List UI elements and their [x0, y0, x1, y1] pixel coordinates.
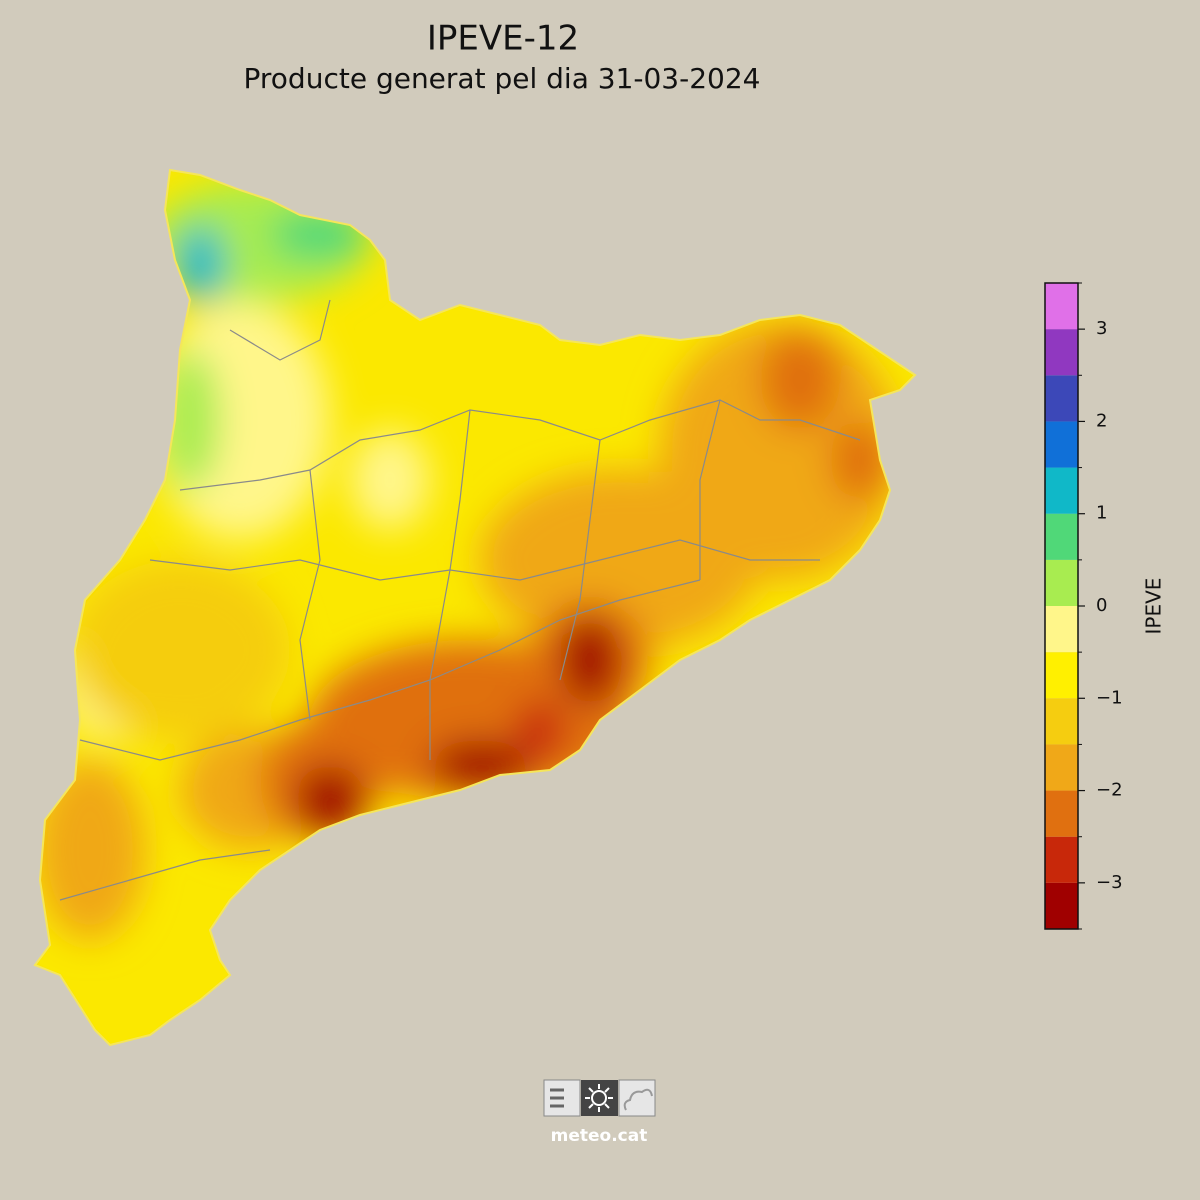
colorbar-bin: [1045, 606, 1078, 653]
colorbar-bin: [1045, 513, 1078, 560]
colorbar-tick-label: 2: [1096, 410, 1107, 431]
colorbar-bin: [1045, 790, 1078, 837]
logo-icon: [618, 1079, 656, 1117]
map-outline: [33, 168, 917, 1047]
logo-icon: [585, 1084, 613, 1112]
colorbar-label: IPEVE: [1142, 578, 1166, 635]
colorbar-bin: [1045, 744, 1078, 791]
colorbar-bin: [1045, 467, 1078, 514]
colorbar-tick-label: −1: [1096, 687, 1123, 708]
colorbar-bin: [1045, 329, 1078, 376]
county-borders: [59, 299, 861, 901]
colorbar-tick-label: 1: [1096, 503, 1107, 524]
logo-icon: [550, 1088, 564, 1108]
colorbar-tick-label: 3: [1096, 318, 1107, 339]
colorbar-tick-label: −3: [1096, 872, 1123, 893]
colorbar-tick-label: 0: [1096, 595, 1107, 616]
logo-icon: [623, 1088, 653, 1111]
logo-text: meteo.cat: [551, 1126, 648, 1146]
title: IPEVE-12: [427, 19, 579, 59]
logo: meteo.cat: [543, 1079, 656, 1146]
colorbar-bin: [1045, 698, 1078, 745]
colorbar-bin: [1045, 421, 1078, 468]
colorbar-bin: [1045, 836, 1078, 883]
subtitle: Producte generat pel dia 31-03-2024: [244, 62, 761, 95]
colorbar-bin: [1045, 882, 1078, 929]
colorbar-bin: [1045, 283, 1078, 330]
colorbar-bin: [1045, 652, 1078, 699]
colorbar: −3 −2 −1 0 1 2 3: [1044, 282, 1123, 930]
logo-icon: [591, 1090, 607, 1106]
colorbar-tick-label: −2: [1096, 780, 1123, 801]
colorbar-bin: [1045, 375, 1078, 422]
colorbar-bin: [1045, 559, 1078, 606]
